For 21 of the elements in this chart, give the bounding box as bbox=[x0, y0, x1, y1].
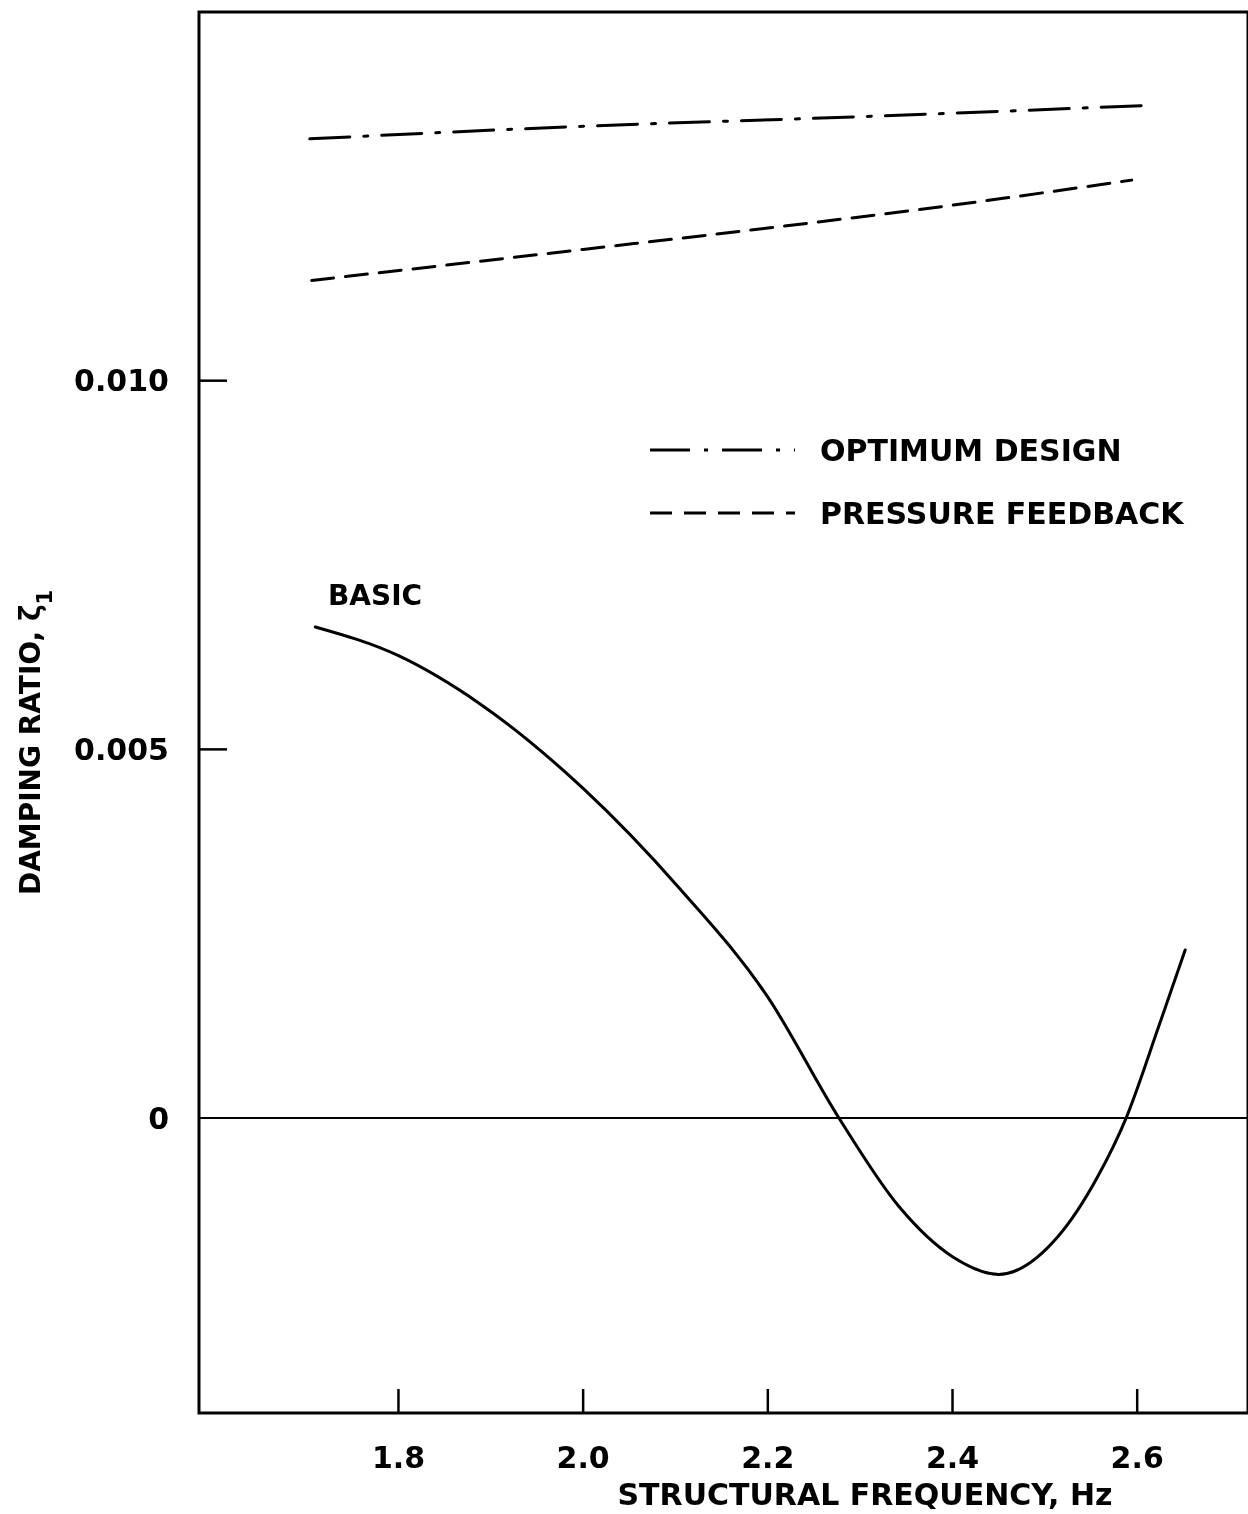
annotation: BASIC bbox=[328, 579, 423, 612]
y-axis-tick: 0.010 bbox=[74, 363, 227, 399]
x-axis-tick: 2.4 bbox=[925, 1389, 980, 1475]
x-tick-label: 1.8 bbox=[371, 1440, 426, 1475]
y-axis-tick: 0.005 bbox=[74, 731, 227, 767]
x-tick-label: 2.0 bbox=[556, 1440, 610, 1475]
y-tick-label: 0.005 bbox=[74, 731, 169, 767]
legend-label: PRESSURE FEEDBACK bbox=[820, 495, 1186, 531]
x-axis-tick: 2.0 bbox=[556, 1389, 610, 1475]
line-series bbox=[310, 178, 1134, 282]
x-axis-tick: 2.6 bbox=[1110, 1389, 1164, 1475]
y-axis-tick: 0 bbox=[148, 1100, 169, 1136]
x-tick-label: 2.4 bbox=[925, 1440, 980, 1475]
legend-label: OPTIMUM DESIGN bbox=[820, 432, 1122, 468]
x-tick-label: 2.2 bbox=[741, 1440, 795, 1475]
x-axis-tick: 1.8 bbox=[371, 1389, 426, 1475]
x-tick-label: 2.6 bbox=[1110, 1440, 1164, 1475]
x-axis-title: STRUCTURAL FREQUENCY, Hz bbox=[617, 1477, 1113, 1512]
line-series bbox=[308, 104, 1144, 141]
y-tick-label: 0.010 bbox=[74, 363, 169, 399]
x-axis-tick: 2.2 bbox=[741, 1389, 795, 1475]
